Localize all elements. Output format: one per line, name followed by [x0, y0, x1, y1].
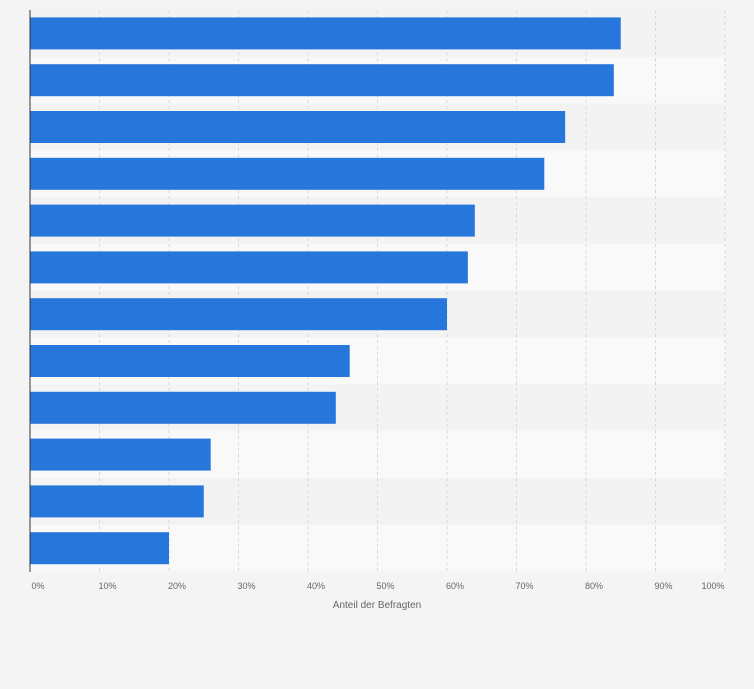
x-tick-label: 30%	[237, 581, 255, 591]
x-axis-ticks: 0% 10% 20% 30% 40% 50% 60% 70% 80% 90% 100%	[31, 581, 724, 591]
bar[interactable]	[30, 157, 545, 190]
bar[interactable]	[30, 485, 204, 518]
x-tick-label: 10%	[98, 581, 116, 591]
x-tick-label: 20%	[168, 581, 186, 591]
bar[interactable]	[30, 204, 475, 237]
x-tick-label: 60%	[446, 581, 464, 591]
x-axis-label: Anteil der Befragten	[333, 600, 421, 611]
bar[interactable]	[30, 111, 566, 143]
x-tick-label: 40%	[307, 581, 325, 591]
bar[interactable]	[30, 251, 468, 284]
x-tick-label: 50%	[376, 581, 394, 591]
bar[interactable]	[30, 345, 350, 377]
bar[interactable]	[30, 298, 447, 331]
bar[interactable]	[30, 17, 621, 50]
x-tick-label: 80%	[585, 581, 603, 591]
bar[interactable]	[30, 438, 211, 471]
bar[interactable]	[30, 532, 169, 565]
bars	[30, 17, 621, 565]
bar[interactable]	[30, 391, 336, 424]
x-tick-label: 100%	[701, 581, 724, 591]
x-tick-label: 90%	[654, 581, 672, 591]
x-tick-label: 0%	[31, 581, 44, 591]
bar[interactable]	[30, 64, 614, 97]
x-tick-label: 70%	[515, 581, 533, 591]
